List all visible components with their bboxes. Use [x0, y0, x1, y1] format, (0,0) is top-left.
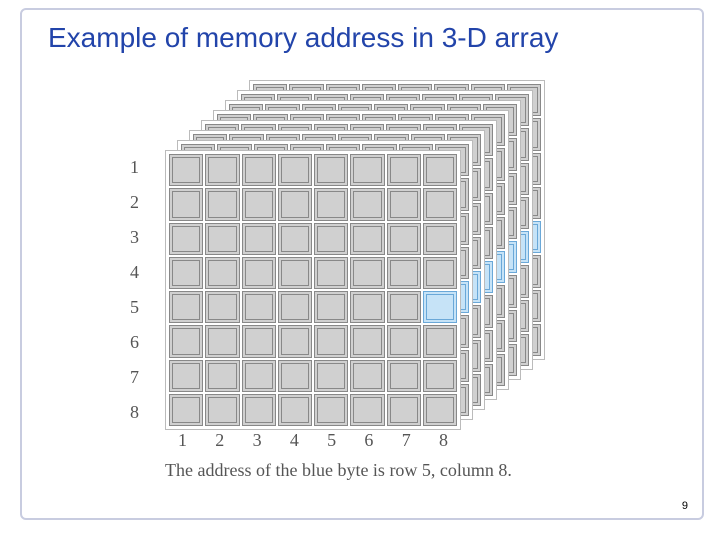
- grid-cell: [169, 325, 203, 357]
- grid-cell: [350, 360, 384, 392]
- grid-cell: [387, 223, 421, 255]
- grid-cell: [205, 291, 239, 323]
- grid-cell: [350, 394, 384, 426]
- grid-cell: [205, 188, 239, 220]
- grid-cell: [242, 360, 276, 392]
- grid-cell: [387, 394, 421, 426]
- grid-cell: [350, 223, 384, 255]
- grid-cell: [205, 154, 239, 186]
- grid-cell: [242, 188, 276, 220]
- grid-cell: [242, 394, 276, 426]
- grid-cell: [423, 360, 457, 392]
- grid-cell: [387, 360, 421, 392]
- grid-cell: [423, 325, 457, 357]
- grid-cell: [350, 291, 384, 323]
- grid-cell: [278, 360, 312, 392]
- row-label: 8: [130, 402, 156, 423]
- grid-cell: [387, 291, 421, 323]
- row-label: 1: [130, 157, 156, 178]
- grid-cell: [278, 154, 312, 186]
- grid-cell: [314, 394, 348, 426]
- grid-cell: [205, 360, 239, 392]
- row-label: 3: [130, 227, 156, 248]
- grid-cell: [242, 291, 276, 323]
- col-label: 2: [215, 430, 224, 454]
- row-label: 7: [130, 367, 156, 388]
- grid-cell: [423, 257, 457, 289]
- grid-cell: [169, 360, 203, 392]
- grid-cell: [350, 188, 384, 220]
- grid-front-layer: [165, 150, 461, 430]
- figure: 1 2 3 4 5 6 7 8 1 2 3 4 5 6 7 8 The address of the blue …: [60, 80, 660, 500]
- col-labels: 1 2 3 4 5 6 7 8: [178, 430, 448, 454]
- row-label: 5: [130, 297, 156, 318]
- grid-cell: [242, 154, 276, 186]
- grid-cell: [350, 325, 384, 357]
- grid-cell: [205, 257, 239, 289]
- grid-cell: [387, 257, 421, 289]
- grid-cell: [242, 223, 276, 255]
- grid-cell: [169, 257, 203, 289]
- grid-cell: [423, 188, 457, 220]
- grid-cell: [169, 154, 203, 186]
- figure-area: 1 2 3 4 5 6 7 8 1 2 3 4 5 6 7 8 The address of the blue …: [60, 80, 660, 500]
- col-label: 6: [364, 430, 373, 454]
- grid-cell: [169, 291, 203, 323]
- col-label: 5: [327, 430, 336, 454]
- grid-cell: [278, 257, 312, 289]
- col-label: 8: [439, 430, 448, 454]
- slide: Example of memory address in 3-D array 1…: [0, 0, 720, 540]
- grid-cell: [314, 291, 348, 323]
- grid-cell: [242, 257, 276, 289]
- grid-cell: [205, 223, 239, 255]
- grid-cell: [314, 360, 348, 392]
- page-title: Example of memory address in 3-D array: [42, 22, 564, 54]
- row-labels: 1 2 3 4 5 6 7 8: [130, 157, 156, 423]
- grid-cell: [314, 154, 348, 186]
- grid-cell: [423, 223, 457, 255]
- col-label: 7: [402, 430, 411, 454]
- grid-cell: [350, 154, 384, 186]
- grid-cell: [314, 257, 348, 289]
- grid-cell: [278, 188, 312, 220]
- grid-cell: [278, 394, 312, 426]
- grid-cell: [387, 154, 421, 186]
- row-label: 4: [130, 262, 156, 283]
- grid-cell-highlight: [423, 291, 457, 323]
- grid-cell: [387, 325, 421, 357]
- page-number: 9: [682, 500, 688, 512]
- grid-cell: [169, 394, 203, 426]
- col-label: 3: [253, 430, 262, 454]
- figure-caption: The address of the blue byte is row 5, c…: [165, 460, 512, 481]
- grid-cell: [169, 188, 203, 220]
- col-label: 4: [290, 430, 299, 454]
- col-label: 1: [178, 430, 187, 454]
- grid-cell: [423, 394, 457, 426]
- grid-cell: [169, 223, 203, 255]
- grid-cell: [314, 325, 348, 357]
- grid-cell: [350, 257, 384, 289]
- grid-cell: [314, 188, 348, 220]
- row-label: 6: [130, 332, 156, 353]
- grid-cell: [278, 291, 312, 323]
- grid-cell: [387, 188, 421, 220]
- grid-cell: [205, 325, 239, 357]
- grid-cell: [278, 325, 312, 357]
- row-label: 2: [130, 192, 156, 213]
- grid-cell: [314, 223, 348, 255]
- grid-cell: [205, 394, 239, 426]
- grid-cell: [423, 154, 457, 186]
- grid-cell: [278, 223, 312, 255]
- grid-cell: [242, 325, 276, 357]
